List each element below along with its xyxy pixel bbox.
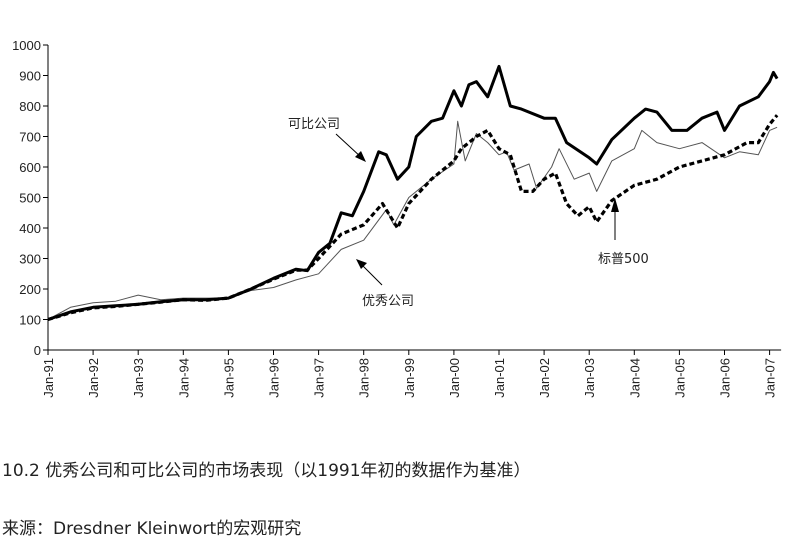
x-tick-label: Jan-04 [627, 358, 642, 398]
x-tick-label: Jan-05 [672, 358, 687, 398]
annotation-excellent: 优秀公司 [356, 259, 414, 309]
arrow-head-icon [355, 151, 366, 162]
y-tick-label: 900 [19, 69, 41, 84]
arrow-head-icon [356, 259, 367, 269]
x-tick-label: Jan-95 [221, 358, 236, 398]
source-note: 来源：Dresdner Kleinwort的宏观研究 [2, 519, 302, 539]
line-chart: 0 100 200 300 400 500 600 700 800 900 1000 Jan-91 Ja… [12, 38, 782, 398]
y-tick-label: 200 [19, 282, 41, 297]
annotation-label-excellent: 优秀公司 [362, 294, 414, 309]
x-tick-label: Jan-03 [582, 358, 597, 398]
arrow-head-icon [611, 198, 619, 212]
y-tick-label: 700 [19, 130, 41, 145]
figure-caption: 10.2 优秀公司和可比公司的市场表现（以1991年初的数据作为基准） [2, 461, 531, 481]
y-tick-label: 800 [19, 99, 41, 114]
x-tick-label: Jan-02 [537, 358, 552, 398]
annotation-comparable: 可比公司 [288, 117, 366, 162]
annotation-label-sp500: 标普500 [598, 252, 649, 267]
x-tick-label: Jan-99 [402, 358, 417, 398]
x-tick-label: Jan-00 [447, 358, 462, 398]
x-tick-label: Jan-07 [763, 358, 778, 398]
y-tick-label: 0 [34, 343, 41, 358]
y-tick-label: 600 [19, 160, 41, 175]
y-tick-label: 100 [19, 313, 41, 328]
x-tick-label: Jan-96 [267, 358, 282, 398]
y-tick-label: 300 [19, 252, 41, 267]
series-lines [47, 64, 779, 322]
series-line-0 [47, 64, 779, 321]
x-tick-label: Jan-01 [492, 358, 507, 398]
annotation-sp500: 标普500 [598, 198, 649, 267]
x-tick-label: Jan-92 [86, 358, 101, 398]
y-tick-label: 1000 [12, 38, 41, 53]
axes: 0 100 200 300 400 500 600 700 800 900 1000 Jan-91 Ja… [12, 38, 782, 398]
y-tick-label: 500 [19, 191, 41, 206]
x-tick-label: Jan-91 [41, 358, 56, 398]
annotation-arrow [359, 262, 383, 286]
annotation-arrow [335, 133, 363, 159]
x-tick-label: Jan-98 [357, 358, 372, 398]
x-tick-label: Jan-06 [718, 358, 733, 398]
annotation-label-comparable: 可比公司 [288, 117, 340, 132]
x-tick-label: Jan-94 [176, 358, 191, 398]
x-tick-label: Jan-97 [312, 358, 327, 398]
y-tick-label: 400 [19, 221, 41, 236]
x-tick-label: Jan-93 [131, 358, 146, 398]
